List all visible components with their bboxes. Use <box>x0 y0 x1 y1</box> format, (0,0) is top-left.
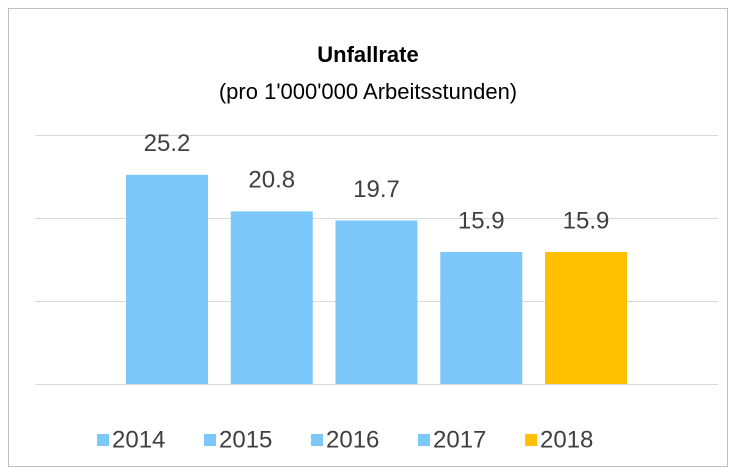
legend-swatch <box>311 434 323 446</box>
legend-label: 2018 <box>540 426 593 453</box>
bar <box>335 220 418 384</box>
legend-swatch <box>418 434 430 446</box>
legend-swatch <box>97 434 109 446</box>
bar <box>440 252 523 384</box>
bar <box>230 211 313 384</box>
legend-label: 2014 <box>112 426 165 453</box>
legend-label: 2015 <box>219 426 272 453</box>
value-label: 15.9 <box>563 207 610 234</box>
legend-swatch <box>525 434 537 446</box>
chart-subtitle: (pro 1'000'000 Arbeitsstunden) <box>219 79 517 104</box>
value-label: 15.9 <box>458 207 505 234</box>
legend-label: 2016 <box>326 426 379 453</box>
value-label: 19.7 <box>353 176 400 203</box>
bar <box>545 252 627 384</box>
legend-label: 2017 <box>433 426 486 453</box>
legend-swatch <box>204 434 216 446</box>
value-label: 20.8 <box>248 167 295 194</box>
bar <box>126 174 208 384</box>
value-label: 25.2 <box>144 130 191 157</box>
chart-title: Unfallrate <box>317 42 418 67</box>
